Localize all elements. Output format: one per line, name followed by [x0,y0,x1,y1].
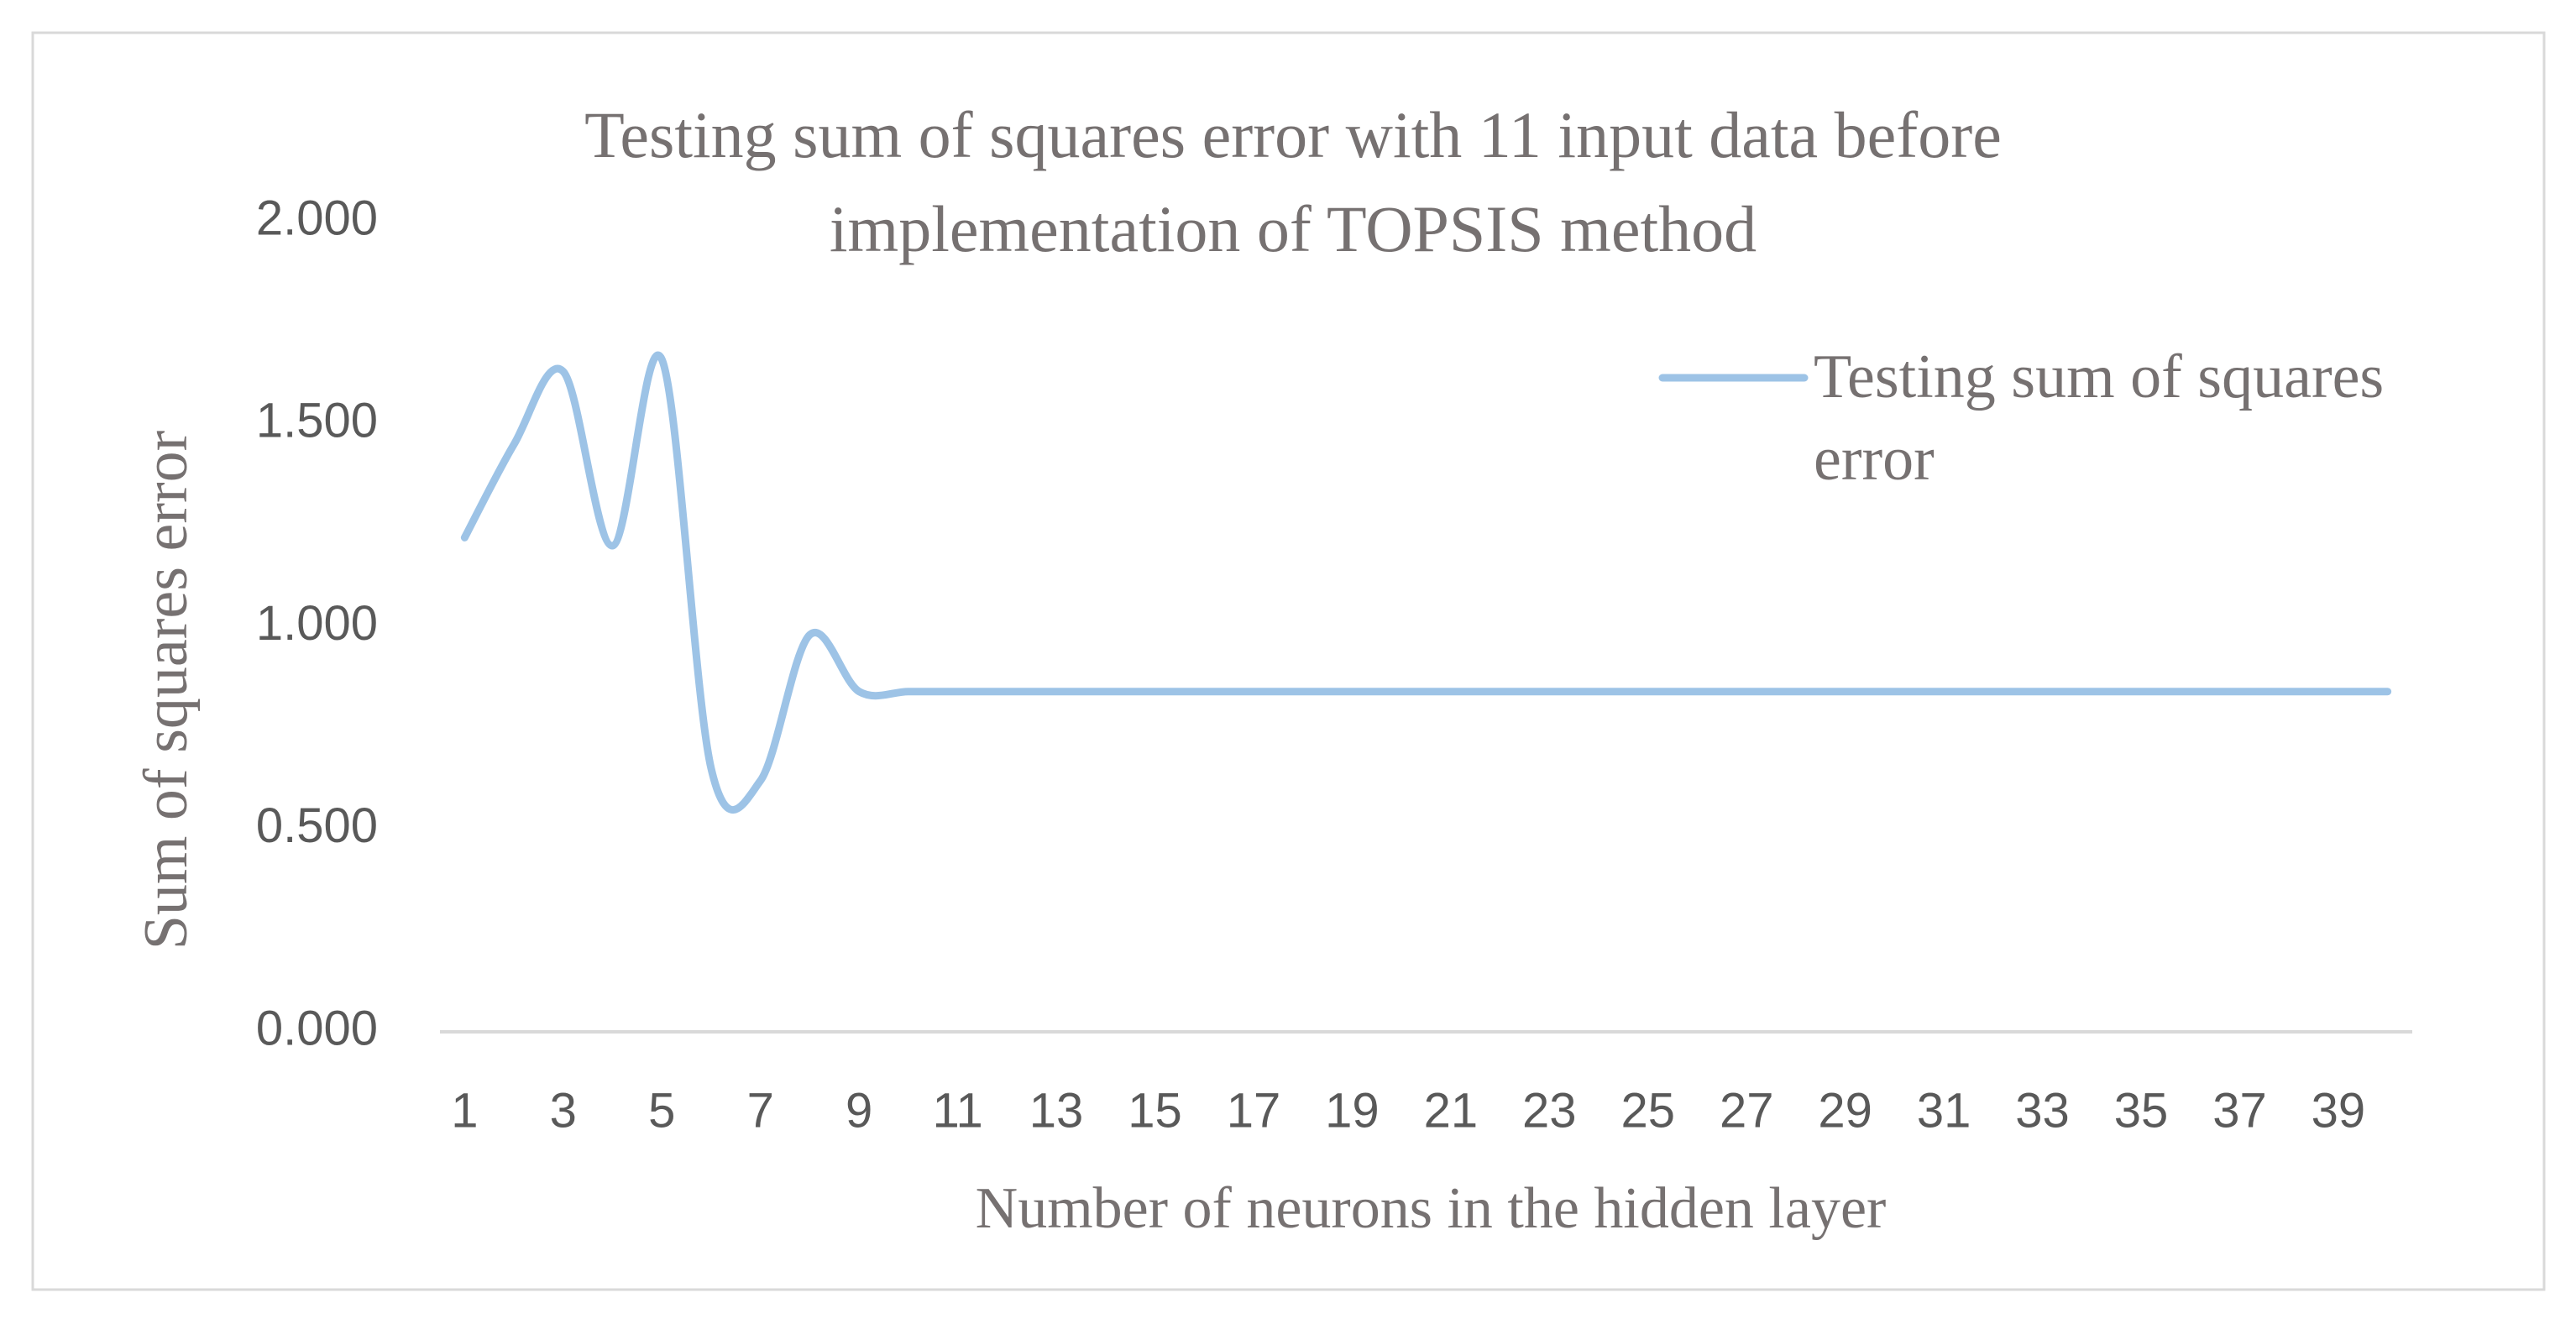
x-tick-label: 5 [648,1083,675,1138]
x-tick-label: 27 [1720,1083,1774,1138]
x-tick-label: 25 [1621,1083,1676,1138]
chart-title: Testing sum of squares error with 11 inp… [584,98,2002,265]
x-axis-label: Number of neurons in the hidden layer [975,1176,1887,1241]
chart-border [31,31,2546,1291]
data-line [460,352,2392,814]
x-tick-label: 1 [451,1083,478,1138]
x-tick-label: 29 [1818,1083,1872,1138]
x-tick-label: 37 [2212,1083,2267,1138]
y-tick-label: 0.500 [256,798,378,853]
x-tick-label: 15 [1128,1083,1182,1138]
y-tick-label: 1.000 [256,596,378,651]
x-tick-label: 21 [1424,1083,1479,1138]
x-tick-label: 19 [1325,1083,1380,1138]
y-tick-label: 0.000 [256,1001,378,1055]
x-tick-label: 17 [1227,1083,1281,1138]
x-tick-label: 31 [1917,1083,1971,1138]
x-tick-label: 39 [2312,1083,2366,1138]
x-tick-label: 13 [1029,1083,1084,1138]
x-tick-label: 11 [933,1083,983,1138]
y-tick-label: 2.000 [256,191,378,245]
x-tick-label: 33 [2015,1083,2070,1138]
x-tick-label: 9 [846,1083,872,1138]
x-tick-label: 7 [747,1083,774,1138]
legend-label: Testing sum of squares error [1814,343,2385,494]
x-tick-label: 35 [2114,1083,2169,1138]
x-tick-label: 3 [550,1083,577,1138]
x-tick-label: 23 [1522,1083,1577,1138]
y-tick-label: 1.500 [256,394,378,448]
y-axis-label: Sum of squares error [132,431,201,950]
